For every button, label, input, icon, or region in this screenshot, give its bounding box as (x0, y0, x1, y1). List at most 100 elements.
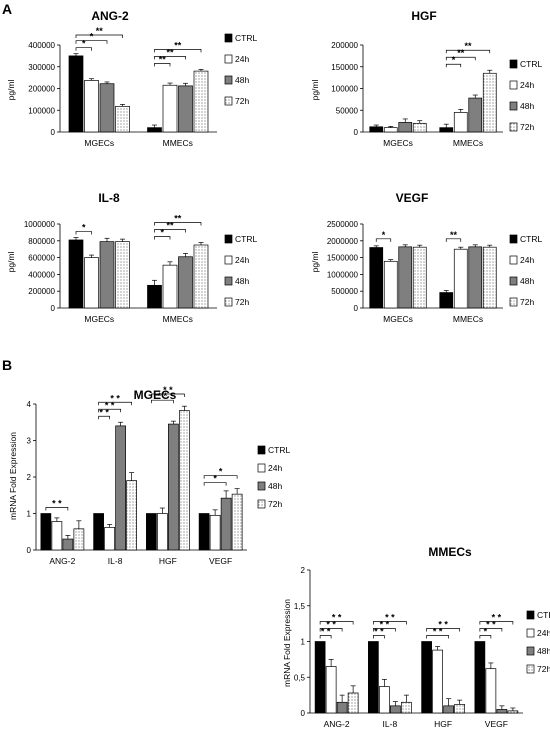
x-tick-label: MGECs (84, 314, 114, 324)
significance-mark: * * (385, 613, 395, 623)
significance-mark: * * (163, 385, 173, 395)
significance-mark: ** (166, 220, 174, 230)
bar (178, 85, 193, 133)
y-tick-label: 0 (27, 546, 32, 555)
significance-bracket (98, 401, 132, 406)
bar (398, 246, 413, 309)
legend-label: CTRL (235, 234, 257, 244)
significance-mark: * (382, 230, 386, 240)
bar (368, 641, 379, 714)
legend-label: 72h (520, 122, 534, 132)
y-tick-label: 200000 (28, 287, 55, 296)
y-tick-label: 500000 (331, 287, 358, 296)
bar (99, 241, 115, 309)
x-tick-label: ANG-2 (49, 556, 75, 566)
legend-swatch (224, 54, 233, 64)
significance-mark: * (452, 55, 456, 65)
bar (198, 513, 210, 551)
bar (507, 710, 519, 714)
bar (178, 256, 193, 309)
significance-bracket (45, 507, 69, 511)
significance-bracket (479, 635, 492, 639)
chart-ang-2: ANG-2 pg/ml 0 100000 200000 300000 400000 MGECs… (6, 9, 257, 148)
bar (401, 701, 412, 714)
y-tick-label: 400000 (28, 41, 55, 50)
bar (162, 84, 178, 133)
x-tick-label: HGF (159, 556, 177, 566)
significance-bracket (426, 628, 460, 632)
bar (496, 709, 508, 714)
y-tick-label: 100000 (28, 106, 55, 115)
bar (147, 284, 162, 309)
significance-mark: ** (166, 47, 174, 57)
significance-bracket (75, 231, 92, 235)
bar (68, 239, 84, 309)
y-tick-label: 0,5 (294, 673, 306, 682)
y-tick-label: 2 (27, 473, 32, 482)
x-tick-label: MGECs (84, 138, 114, 148)
y-tick-label: 0 (301, 709, 306, 718)
significance-mark: * * (99, 407, 109, 417)
y-tick-label: 2500000 (327, 220, 359, 229)
bar (147, 127, 162, 133)
significance-mark: * (90, 32, 94, 42)
significance-bracket (75, 47, 92, 51)
chart-title: MGECs (134, 388, 177, 402)
significance-bracket (445, 49, 491, 54)
bar (474, 641, 486, 714)
significance-bracket (154, 236, 171, 240)
bar (443, 705, 454, 714)
legend-swatch (509, 59, 518, 69)
legend-label: 48h (268, 481, 282, 491)
chart-mgecs: MGECs mRNA Fold Expression 0 1 2 3 4 ANG-2 IL-8 H… (8, 385, 290, 566)
bar (220, 497, 232, 551)
significance-bracket (75, 40, 108, 44)
significance-bracket (445, 238, 462, 242)
bar (99, 83, 115, 133)
legend-swatch (257, 499, 266, 509)
bar (193, 244, 209, 309)
legend-swatch (509, 255, 518, 265)
significance-bracket (426, 635, 449, 639)
bar (84, 80, 99, 133)
legend-swatch (526, 664, 535, 674)
significance-bracket (203, 482, 227, 486)
x-tick-label: HGF (434, 719, 452, 729)
legend-label: 24h (520, 255, 534, 265)
significance-mark: * (160, 227, 164, 237)
bar (412, 122, 427, 133)
significance-mark: ** (159, 54, 167, 64)
legend-swatch (257, 463, 266, 473)
bar (439, 292, 454, 309)
significance-bracket (319, 621, 354, 625)
legend-swatch (526, 610, 535, 620)
significance-bracket (98, 415, 110, 420)
bar (421, 641, 432, 714)
panel-label-b: B (2, 357, 12, 373)
significance-bracket (151, 393, 185, 397)
significance-bracket (154, 49, 202, 53)
bar (482, 72, 497, 133)
legend-label: 48h (235, 276, 249, 286)
chart-title: IL-8 (98, 191, 120, 205)
bar (179, 410, 190, 551)
bar (146, 513, 157, 551)
significance-mark: * * (105, 400, 115, 410)
y-tick-label: 1,5 (294, 602, 306, 611)
chart-vegf: VEGF pg/ml 0 500000 1000000 1500000 2000000 250… (310, 191, 542, 324)
legend-swatch (509, 80, 518, 90)
chart-il-8: IL-8 pg/ml 0 200000 400000 600000 800000 100000… (6, 191, 257, 324)
significance-bracket (75, 34, 123, 38)
legend-label: CTRL (268, 445, 290, 455)
bar (383, 260, 398, 309)
chart-mmecs: MMECs mRNA Fold Expression 0 0,5 1 1,5 2 ANG-2 I… (282, 545, 550, 729)
bar (115, 105, 130, 133)
bar (231, 493, 243, 551)
significance-bracket (373, 635, 385, 639)
significance-bracket (203, 475, 238, 479)
bar (336, 701, 348, 714)
legend-swatch (526, 628, 535, 638)
legend-label: 24h (537, 628, 550, 638)
legend-swatch (224, 297, 233, 307)
